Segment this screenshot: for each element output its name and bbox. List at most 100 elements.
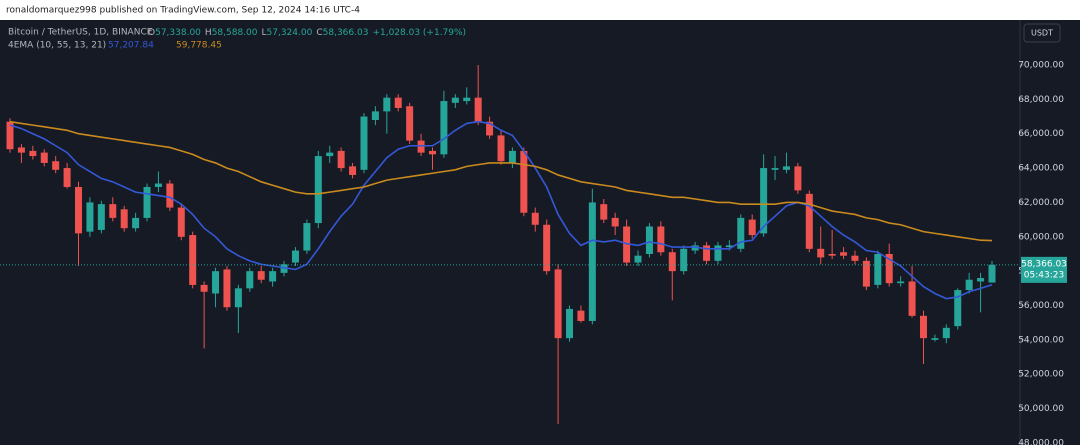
candle-body: [600, 204, 608, 220]
candle-body: [451, 97, 459, 103]
candle-body: [406, 106, 414, 141]
candle-body: [771, 168, 779, 170]
ohlc-value: +1,028.03 (+1.79%): [372, 28, 466, 38]
candle-body: [611, 217, 619, 227]
candle-body: [919, 315, 927, 339]
candle-body: [554, 269, 562, 339]
currency-box: [1023, 23, 1061, 43]
candle-body: [577, 310, 585, 321]
candle-body: [680, 248, 688, 272]
price-label-box: [1021, 256, 1067, 283]
ohlc-letter: C: [316, 28, 322, 38]
candle-body: [474, 97, 482, 122]
ohlc-letter: O: [148, 28, 155, 38]
candle-body: [623, 226, 631, 263]
candle-body: [177, 207, 185, 237]
candle-body: [246, 271, 254, 289]
y-tick-label: 62,000.00: [1018, 198, 1064, 208]
candle-body: [40, 152, 48, 163]
candle-body: [851, 255, 859, 261]
ema-slow-value: 59,778.45: [176, 41, 222, 51]
legend: Bitcoin / TetherUS, 1D, BINANCE O57,338.…: [8, 28, 466, 51]
candle-body: [63, 168, 71, 187]
candle-body: [657, 226, 665, 253]
y-tick-label: 48,000.00: [1018, 438, 1064, 445]
candle-body: [371, 111, 379, 120]
currency: USDT: [1031, 29, 1053, 38]
candle-body: [977, 278, 985, 282]
candle-body: [200, 284, 208, 292]
candle-body: [109, 204, 117, 218]
candle-body: [428, 150, 436, 155]
candle-body: [75, 186, 83, 234]
candle-body: [166, 183, 174, 208]
candle-body: [794, 166, 802, 191]
candle-body: [908, 281, 916, 316]
candle-body: [6, 121, 14, 150]
candle-body: [417, 140, 425, 153]
candle-body: [52, 161, 60, 170]
header-bar: [0, 0, 1080, 20]
plot-area: [0, 20, 1020, 445]
candle-body: [257, 271, 265, 280]
candle-body: [383, 97, 391, 112]
candle-body: [874, 253, 882, 285]
ohlc-value: 57,324.00: [267, 28, 313, 38]
candle-body: [543, 224, 551, 272]
candle-body: [828, 253, 836, 256]
indicator-name: 4EMA (10, 55, 13, 21): [8, 41, 106, 51]
price-axis: [1020, 20, 1080, 445]
y-tick-label: 66,000.00: [1018, 129, 1064, 139]
ema-line: [9, 120, 993, 242]
y-tick-label: 70,000.00: [1018, 61, 1064, 71]
ohlc-value: 57,338.00: [155, 28, 201, 38]
ohlc-value: 58,366.03: [323, 28, 369, 38]
candle-body: [303, 223, 311, 251]
candle-body: [760, 168, 768, 234]
candle-body: [280, 264, 288, 273]
candle-body: [520, 150, 528, 213]
candle-body: [588, 202, 596, 321]
candle-body: [645, 226, 653, 254]
y-tick-label: 60,000.00: [1018, 232, 1064, 242]
candle-body: [988, 264, 996, 283]
candle-body: [120, 209, 128, 229]
candle-body: [634, 255, 642, 263]
candle-body: [86, 202, 94, 232]
y-tick-label: 68,000.00: [1018, 95, 1064, 105]
candle-body: [965, 279, 973, 291]
candle-body: [349, 166, 357, 175]
countdown: 05:43:23: [1024, 270, 1064, 280]
candle-body: [668, 252, 676, 272]
candle-body: [29, 150, 37, 157]
candle-body: [394, 97, 402, 108]
candle-body: [154, 183, 162, 187]
candle-body: [212, 271, 220, 294]
y-tick-label: 64,000.00: [1018, 164, 1064, 174]
candle-body: [748, 219, 756, 236]
candle-body: [840, 252, 848, 256]
symbol: Bitcoin / TetherUS, 1D, BINANCE: [8, 28, 153, 38]
candle-body: [566, 308, 574, 339]
candle-body: [931, 338, 939, 340]
candle-body: [97, 204, 105, 230]
candle-body: [463, 97, 471, 102]
candle-body: [805, 193, 813, 249]
candle-body: [326, 152, 334, 157]
candle-body: [269, 271, 277, 282]
candle-body: [497, 135, 505, 162]
y-tick-label: 56,000.00: [1018, 301, 1064, 311]
candle-body: [817, 248, 825, 258]
y-tick-label: 50,000.00: [1018, 404, 1064, 414]
candle-body: [862, 260, 870, 287]
candle-body: [223, 269, 231, 308]
candle-body: [954, 290, 962, 327]
candle-body: [337, 150, 345, 169]
candle-body: [17, 147, 25, 153]
candle-body: [291, 250, 299, 263]
candle-body: [703, 245, 711, 261]
candle-body: [486, 121, 494, 136]
ema-fast-value: 57,207.84: [108, 41, 154, 51]
candle-body: [314, 156, 322, 224]
